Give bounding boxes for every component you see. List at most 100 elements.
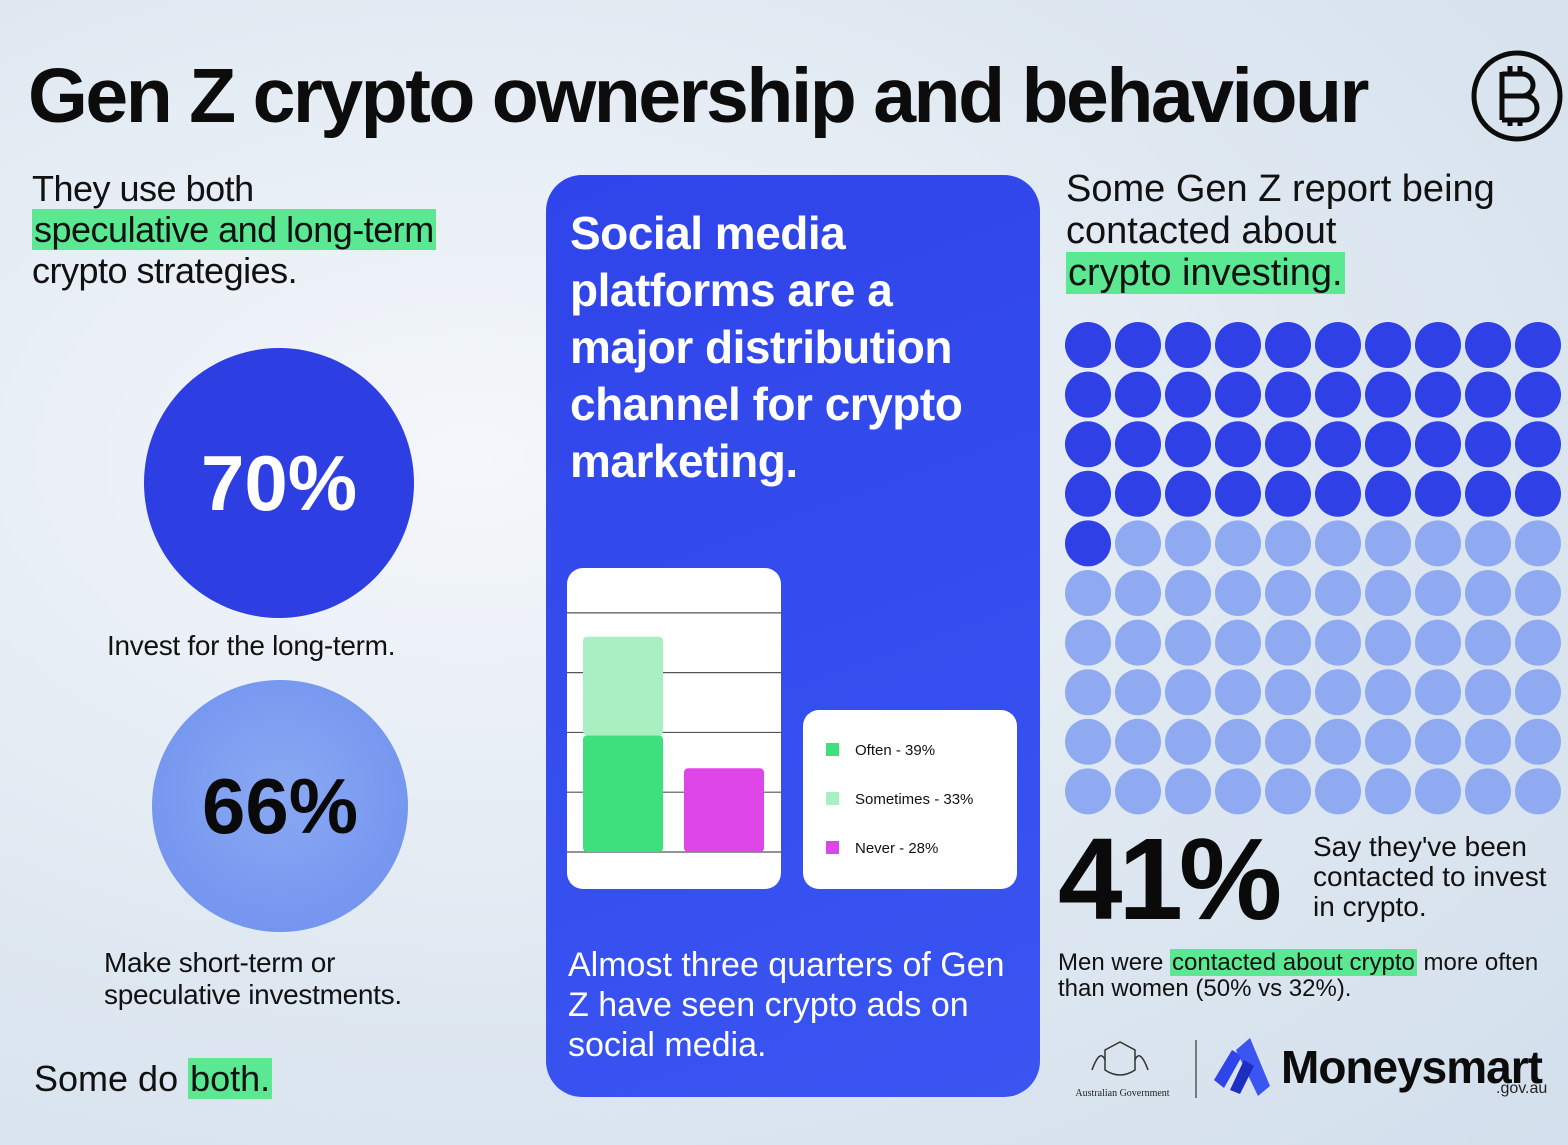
waffle-dot-filled — [1365, 322, 1411, 368]
waffle-dot-filled — [1315, 371, 1361, 418]
waffle-dot — [1315, 570, 1361, 616]
waffle-dot — [1165, 669, 1211, 716]
waffle-dot-filled — [1515, 322, 1561, 368]
legend-label: Often - 39% — [855, 742, 935, 759]
bar — [583, 636, 663, 736]
waffle-dot — [1415, 718, 1461, 765]
waffle-dot — [1415, 669, 1461, 716]
waffle-dot-filled — [1315, 421, 1361, 468]
card-footer: Almost three quarters of Gen Z have seen… — [568, 946, 1005, 1064]
waffle-dot — [1265, 619, 1311, 666]
highlight: crypto investing. — [1066, 252, 1345, 294]
waffle-dot — [1115, 520, 1161, 567]
waffle-dot-filled — [1115, 470, 1161, 517]
waffle-dot — [1465, 669, 1511, 716]
waffle-dot — [1315, 718, 1361, 765]
waffle-dot — [1365, 718, 1411, 765]
waffle-dot-filled — [1215, 421, 1261, 468]
waffle-dot — [1115, 768, 1161, 815]
intro: They use both speculative and long-term … — [32, 168, 436, 291]
big-stat: 41% — [1058, 814, 1282, 944]
waffle-dot — [1215, 768, 1261, 815]
legend-swatch — [826, 792, 839, 805]
waffle-dot — [1115, 718, 1161, 765]
waffle-dot — [1065, 619, 1111, 666]
waffle-dot — [1315, 768, 1361, 815]
waffle-dot — [1165, 520, 1211, 567]
gov-label: Australian Government — [1075, 1088, 1170, 1099]
waffle-dot — [1365, 570, 1411, 616]
highlight: both. — [188, 1058, 273, 1099]
note-text: Men were — [1058, 949, 1164, 976]
waffle-dot-filled — [1265, 371, 1311, 418]
stat-circle: 66% — [152, 680, 408, 932]
waffle-dot-filled — [1265, 421, 1311, 468]
waffle-dot — [1515, 718, 1561, 765]
right-heading: Some Gen Z report being contacted about … — [1066, 168, 1556, 294]
waffle-dot-filled — [1465, 470, 1511, 517]
waffle-dot — [1215, 520, 1261, 567]
waffle-dot — [1465, 570, 1511, 616]
waffle-dot-filled — [1115, 322, 1161, 368]
card-headline: Social media platforms are a major distr… — [570, 207, 963, 487]
footer-text: Some do — [34, 1058, 179, 1099]
waffle-dot-filled — [1415, 371, 1461, 418]
waffle-dot-filled — [1115, 371, 1161, 418]
legend-swatch — [826, 841, 839, 854]
waffle-dot — [1165, 718, 1211, 765]
waffle-dot — [1215, 619, 1261, 666]
waffle-dot-filled — [1315, 470, 1361, 517]
waffle-dot-filled — [1415, 421, 1461, 468]
waffle-dot — [1365, 768, 1411, 815]
waffle-dot-filled — [1065, 470, 1111, 517]
waffle-dot — [1415, 520, 1461, 567]
waffle-dot-filled — [1515, 470, 1561, 517]
stat-label: 70% — [200, 438, 358, 527]
waffle-dot — [1415, 619, 1461, 666]
waffle-dot-filled — [1365, 371, 1411, 418]
waffle-dot — [1165, 619, 1211, 666]
waffle-dot — [1165, 768, 1211, 815]
waffle-dot-filled — [1315, 322, 1361, 368]
note: Men were contacted about crypto more oft… — [1058, 949, 1558, 1002]
stat-caption: Say they've been contacted to invest in … — [1313, 831, 1547, 922]
waffle-dot-filled — [1465, 421, 1511, 468]
waffle-dot — [1215, 570, 1261, 616]
waffle-dot — [1465, 619, 1511, 666]
waffle-dot — [1065, 669, 1111, 716]
waffle-dot — [1265, 520, 1311, 567]
waffle-dot-filled — [1215, 470, 1261, 517]
waffle-dot — [1465, 718, 1511, 765]
heading-text: Some Gen Z report being contacted about — [1066, 168, 1495, 252]
waffle-dot — [1365, 619, 1411, 666]
waffle-dot — [1315, 669, 1361, 716]
waffle-dot-filled — [1165, 470, 1211, 517]
waffle-dot — [1265, 669, 1311, 716]
waffle-dot — [1215, 718, 1261, 765]
stat-caption: Make short-term or speculative investmen… — [104, 947, 402, 1010]
waffle-dot — [1265, 718, 1311, 765]
waffle-dot-filled — [1365, 470, 1411, 517]
waffle-dot-filled — [1265, 322, 1311, 368]
waffle-dot-filled — [1515, 371, 1561, 418]
waffle-dot-filled — [1265, 470, 1311, 517]
waffle-dot-filled — [1065, 322, 1111, 368]
waffle-dot — [1365, 520, 1411, 567]
waffle-dot-filled — [1215, 371, 1261, 418]
moneysmart-icon — [1214, 1038, 1270, 1096]
waffle-dot — [1265, 768, 1311, 815]
waffle-dot — [1515, 520, 1561, 567]
bitcoin-icon — [1471, 50, 1563, 142]
waffle-dot — [1365, 669, 1411, 716]
waffle-dot — [1265, 570, 1311, 616]
waffle-dot-filled — [1115, 421, 1161, 468]
waffle-dot-filled — [1165, 371, 1211, 418]
brand: Moneysmart — [1281, 1041, 1543, 1093]
bar — [684, 768, 764, 852]
legend-swatch — [826, 743, 839, 756]
waffle-dot — [1465, 520, 1511, 567]
waffle-dot-filled — [1165, 421, 1211, 468]
waffle-dot-filled — [1515, 421, 1561, 468]
